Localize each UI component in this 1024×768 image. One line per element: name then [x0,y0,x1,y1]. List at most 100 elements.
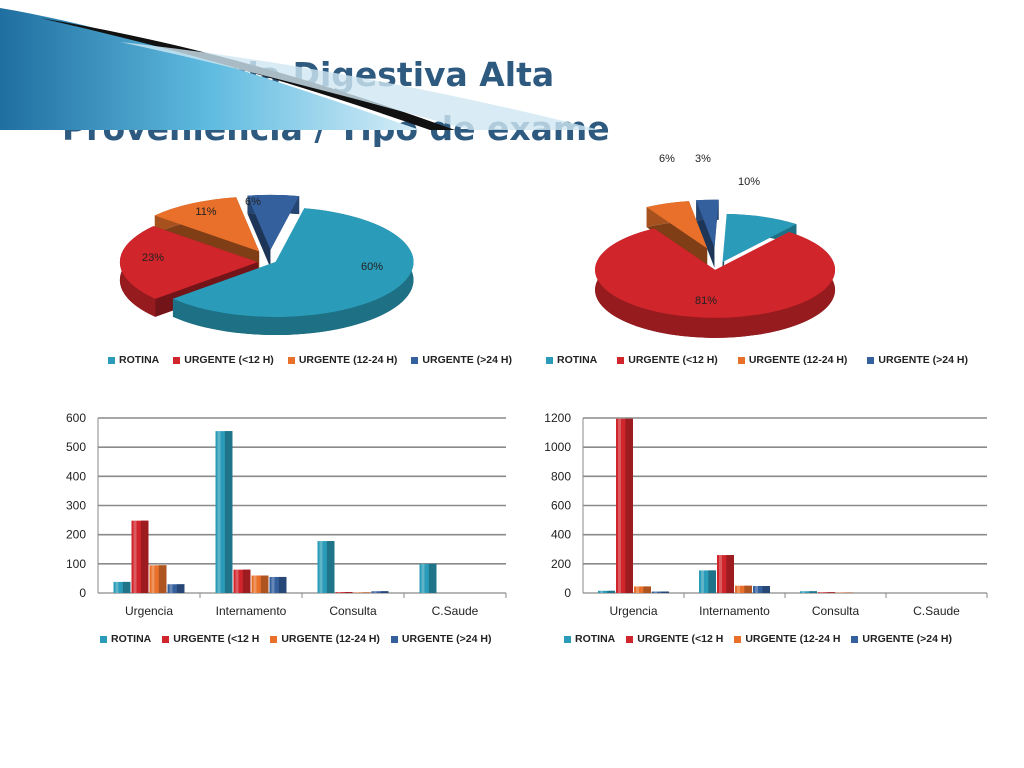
bar-shade [809,591,817,593]
legend-pie-2: ROTINA URGENTE (<12 H) URGENTE (12-24 H)… [546,354,968,366]
bar-highlight [737,585,740,593]
bar-shade [122,581,131,593]
bar-urgencia-series-4 [167,584,185,593]
bar-highlight [169,584,173,593]
bar-shade [158,565,167,593]
x-category-label: Consulta [329,604,377,618]
bar-shade [242,569,251,593]
y-tick-label: 200 [551,557,571,571]
bar-highlight [235,569,239,593]
bar-highlight [253,575,257,593]
bar-body [353,592,371,593]
legend-item-rotina: ROTINA [100,633,151,645]
bar-shade [326,541,335,593]
bar-highlight [618,418,621,593]
bar-shade [428,563,437,593]
pie-slice-rim [172,208,414,335]
x-category-label: C.Saude [913,604,960,618]
pie-slice-top [696,199,719,248]
x-category-label: C.Saude [432,604,479,618]
pie-slice-urgente-24-h- [696,199,719,268]
pie-slice-urgente-12-h- [119,226,258,317]
pie-slice-top [595,228,836,318]
pie-data-label: 23% [142,252,164,264]
bar-consulta-series-3 [353,592,371,593]
pie-data-label: 60% [361,261,383,273]
bar-highlight [355,592,359,593]
pie-data-label: 6% [659,153,675,165]
y-tick-label: 0 [79,586,86,600]
legend-item-urgente-gt24: URGENTE (>24 H) [390,633,491,645]
bar-body [335,592,353,593]
bar-body [167,584,185,593]
bar-urgencia-series-4 [652,591,669,593]
bar-body [800,591,817,593]
bar-urgencia-series-1 [598,590,615,593]
pie-slice-top [119,226,258,299]
bar-highlight [421,563,425,593]
legend-pie-1: ROTINA URGENTE (<12 H) URGENTE (12-24 H)… [108,354,512,366]
swoosh-blue-shape [0,8,420,130]
bar-highlight [133,520,137,593]
pie-slice-urgente-24-h- [247,194,300,268]
bar-urgencia-series-3 [634,586,651,593]
bar-shade [140,520,149,593]
legend-item-urgente-lt12: URGENTE (<12 H) [617,354,718,366]
bar-shade [661,591,669,593]
legend-item-urgente-12-24: URGENTE (12-24 H) [287,354,397,366]
legend-item-urgente-gt24: URGENTE (>24 H) [867,354,968,366]
bar-highlight [636,586,639,593]
bar-internamento-series-2 [717,555,734,593]
bar-shade [380,591,389,593]
bar-shade [744,585,752,593]
legend-bar-1: ROTINA URGENTE (<12 H URGENTE (12-24 H) … [100,633,491,645]
bar-shade [625,418,633,593]
bar-body [818,592,835,593]
bar-shade [176,584,185,593]
bar-shade [827,592,835,593]
y-tick-label: 600 [551,499,571,513]
bar-chart-1: 0 100 200 300 400 500 600 Urgencia Internamento C… [66,411,507,618]
legend-bar-2: ROTINA URGENTE (<12 H URGENTE (12-24 H U… [564,633,952,645]
bar-body [371,591,389,593]
legend-item-urgente-12-24: URGENTE (12-24 H) [737,354,847,366]
y-tick-label: 500 [66,440,86,454]
bar-highlight [115,581,119,593]
pie-slice-urgente-12-24-h- [154,197,260,270]
bar-consulta-series-1 [317,541,335,593]
bar-body [735,585,752,593]
pie-data-label: 6% [245,196,261,208]
decorative-swoosh [0,8,600,130]
legend-item-urgente-12-24: URGENTE (12-24 H [734,633,840,645]
pie-slice-urgente-12-h- [595,228,836,338]
bar-body [598,590,615,593]
bar-shade [762,586,770,593]
swoosh-light-stripe [120,42,600,130]
bar-internamento-series-4 [753,586,770,593]
y-tick-label: 1200 [544,411,571,425]
legend-item-urgente-12-24: URGENTE (12-24 H) [270,633,380,645]
bar-highlight [600,590,603,593]
bar-highlight [151,565,155,593]
bar-shade [278,576,287,593]
y-tick-label: 1000 [544,440,571,454]
bar-shade [362,592,371,593]
legend-item-urgente-lt12: URGENTE (<12 H [162,633,259,645]
pie-slice-rotina [172,208,414,335]
y-tick-label: 600 [66,411,86,425]
legend-item-rotina: ROTINA [546,354,597,366]
bar-internamento-series-3 [735,585,752,593]
bar-body [113,581,131,593]
bar-highlight [802,591,805,593]
pie-data-label: 10% [738,176,760,188]
bar-highlight [820,592,823,593]
bar-shade [344,592,353,593]
bar-highlight [373,591,377,593]
bar-urgencia-series-1 [113,581,131,593]
bar-shade [643,586,651,593]
bar-internamento-series-3 [251,575,269,593]
bar-body [753,586,770,593]
pie-slice-top [154,197,260,252]
y-tick-label: 200 [66,528,86,542]
